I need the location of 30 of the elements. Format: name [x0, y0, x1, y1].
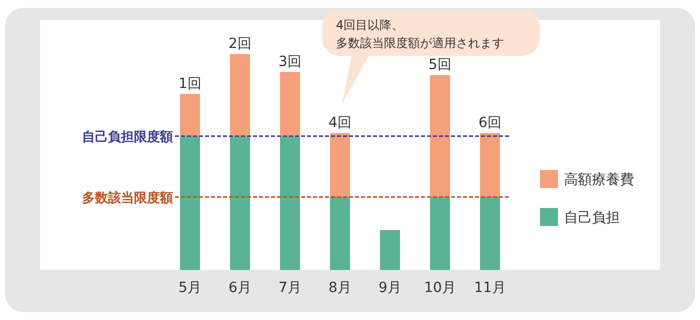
x-tick-label: 6月: [228, 280, 252, 296]
bar: [430, 196, 450, 270]
x-tick-label: 9月: [378, 280, 402, 296]
legend-label: 高額療養費: [564, 172, 634, 188]
bar: [330, 196, 350, 270]
ref-line-label: 自己負担限度額: [82, 129, 173, 146]
bar: [180, 94, 200, 137]
annotation: 6回: [478, 115, 502, 132]
annotation: 3回: [278, 54, 302, 70]
x-tick-label: 8月: [328, 280, 352, 296]
bar: [280, 72, 300, 137]
x-tick-label: 7月: [278, 280, 302, 296]
bar: [330, 133, 350, 197]
legend-label: 自己負担: [564, 210, 620, 226]
x-tick-label: 5月: [178, 280, 202, 296]
bar: [230, 136, 250, 270]
ref-line-label: 多数該当限度額: [82, 190, 173, 206]
annotation: 4回: [328, 115, 352, 132]
bar: [480, 196, 500, 270]
x-tick-label: 11月: [474, 280, 506, 296]
bar: [180, 136, 200, 270]
x-tick-label: 10月: [424, 280, 456, 296]
bar: [380, 230, 400, 270]
annotation: 5回: [428, 57, 452, 74]
annotation: 1回: [178, 76, 202, 92]
bar: [480, 133, 500, 197]
annotation: 2回: [228, 36, 252, 52]
bar: [230, 54, 250, 137]
bar: [280, 136, 300, 270]
bar: [430, 75, 450, 197]
